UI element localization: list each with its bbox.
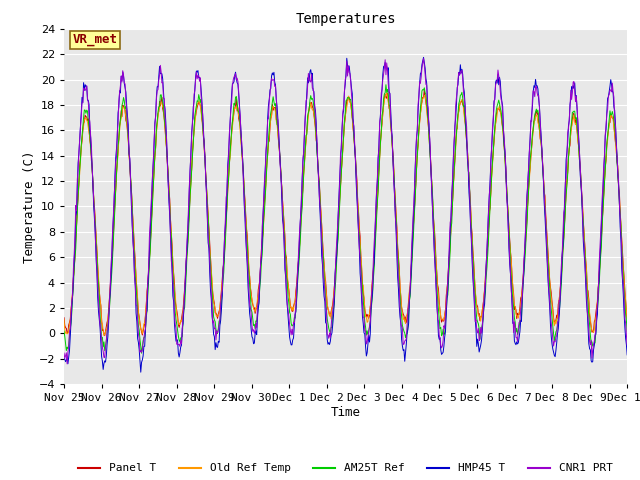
Line: Old Ref Temp: Old Ref Temp <box>64 93 627 336</box>
Panel T <box>60 315 68 321</box>
CNR1 PRT <box>420 56 428 61</box>
Old Ref Temp <box>383 90 390 96</box>
CNR1 PRT <box>186 167 194 173</box>
Legend: Panel T, Old Ref Temp, AM25T Ref, HMP45 T, CNR1 PRT: Panel T, Old Ref Temp, AM25T Ref, HMP45 … <box>74 459 618 478</box>
Old Ref Temp <box>186 195 194 201</box>
HMP45 T <box>623 352 631 358</box>
AM25T Ref <box>416 116 424 121</box>
Title: Temperatures: Temperatures <box>295 12 396 26</box>
Old Ref Temp <box>100 333 108 338</box>
X-axis label: Time: Time <box>331 406 360 419</box>
Old Ref Temp <box>216 304 224 310</box>
HMP45 T <box>137 369 145 375</box>
HMP45 T <box>186 167 194 173</box>
Line: AM25T Ref: AM25T Ref <box>64 84 627 353</box>
Panel T <box>623 316 631 322</box>
Panel T <box>101 333 109 338</box>
AM25T Ref <box>128 203 136 208</box>
HMP45 T <box>216 323 224 328</box>
AM25T Ref <box>60 328 68 334</box>
CNR1 PRT <box>216 316 224 322</box>
Old Ref Temp <box>60 317 68 323</box>
Panel T <box>129 219 137 225</box>
Panel T <box>70 267 78 273</box>
Old Ref Temp <box>432 259 440 265</box>
CNR1 PRT <box>129 239 137 244</box>
HMP45 T <box>60 356 68 361</box>
CNR1 PRT <box>623 343 631 348</box>
AM25T Ref <box>70 264 78 270</box>
HMP45 T <box>415 94 422 100</box>
AM25T Ref <box>138 350 145 356</box>
Old Ref Temp <box>129 216 137 222</box>
Old Ref Temp <box>416 120 424 126</box>
CNR1 PRT <box>71 233 79 239</box>
AM25T Ref <box>216 321 224 326</box>
CNR1 PRT <box>415 93 422 99</box>
AM25T Ref <box>432 270 440 276</box>
Panel T <box>186 191 194 196</box>
Panel T <box>216 306 224 312</box>
Line: Panel T: Panel T <box>64 90 627 336</box>
Old Ref Temp <box>623 316 631 322</box>
CNR1 PRT <box>63 361 71 367</box>
AM25T Ref <box>382 82 390 87</box>
AM25T Ref <box>623 328 631 334</box>
CNR1 PRT <box>432 282 440 288</box>
Old Ref Temp <box>70 267 78 273</box>
Line: HMP45 T: HMP45 T <box>64 58 627 372</box>
Line: CNR1 PRT: CNR1 PRT <box>64 59 627 364</box>
Panel T <box>432 259 440 265</box>
Panel T <box>420 87 428 93</box>
AM25T Ref <box>186 192 194 198</box>
HMP45 T <box>420 55 428 60</box>
HMP45 T <box>70 257 78 263</box>
Panel T <box>415 127 422 133</box>
Text: VR_met: VR_met <box>72 33 118 47</box>
CNR1 PRT <box>60 350 68 356</box>
Y-axis label: Temperature (C): Temperature (C) <box>22 150 36 263</box>
HMP45 T <box>128 222 136 228</box>
HMP45 T <box>432 285 440 291</box>
